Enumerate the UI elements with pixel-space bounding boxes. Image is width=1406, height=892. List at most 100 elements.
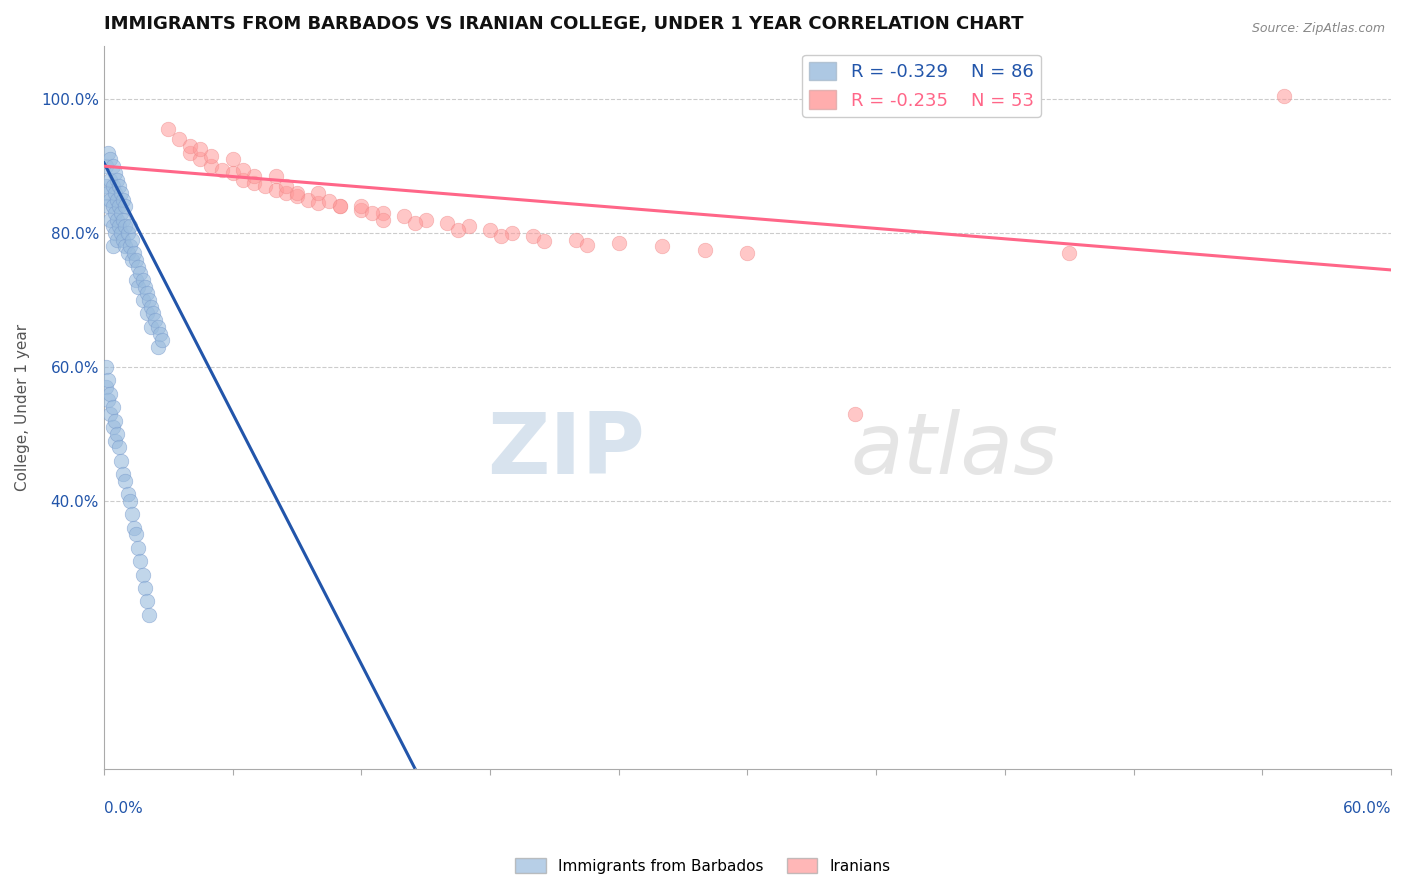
Point [114,239,136,253]
Point [415,212,437,227]
Point [243,169,266,184]
Point [297,193,319,207]
Point [121,252,143,267]
Point [145,313,167,327]
Point [101,179,124,194]
Point [436,216,458,230]
Point [104,166,127,180]
Point [693,243,716,257]
Point [97,373,120,387]
Point [737,246,759,260]
Point [844,407,866,421]
Point [285,189,308,203]
Point [190,153,212,167]
Point [129,554,152,568]
Point [118,219,141,234]
Point [104,434,127,448]
Point [117,487,139,501]
Text: 60.0%: 60.0% [1343,801,1391,816]
Point [121,233,143,247]
Point [134,279,156,293]
Point [447,223,470,237]
Point [131,567,153,582]
Point [489,229,512,244]
Point [1057,246,1080,260]
Point [105,172,128,186]
Point [135,594,157,608]
Point [114,219,136,234]
Point [131,293,153,307]
Point [101,400,124,414]
Point [501,226,523,240]
Point [350,199,373,213]
Point [253,179,276,194]
Point [318,194,340,208]
Point [118,239,141,253]
Text: IMMIGRANTS FROM BARBADOS VS IRANIAN COLLEGE, UNDER 1 YEAR CORRELATION CHART: IMMIGRANTS FROM BARBADOS VS IRANIAN COLL… [104,15,1024,33]
Point [141,319,163,334]
Point [651,239,673,253]
Point [101,420,124,434]
Point [122,521,145,535]
Point [127,279,149,293]
Point [138,607,160,622]
Point [607,236,630,251]
Point [308,196,330,211]
Point [125,527,148,541]
Point [110,186,132,200]
Point [112,212,135,227]
Point [104,186,127,200]
Point [112,193,135,207]
Point [94,380,117,394]
Point [97,393,120,408]
Point [94,179,117,194]
Point [371,212,394,227]
Point [361,206,384,220]
Point [104,206,127,220]
Point [101,159,124,173]
Point [100,407,122,421]
Text: atlas: atlas [851,409,1059,492]
Point [329,199,352,213]
Point [100,193,122,207]
Text: 0.0%: 0.0% [104,801,143,816]
Point [129,266,152,280]
Point [167,132,190,146]
Point [97,186,120,200]
Point [110,453,132,467]
Point [112,233,135,247]
Point [190,143,212,157]
Point [94,359,117,374]
Point [108,219,131,234]
Point [179,145,201,160]
Point [105,233,128,247]
Point [118,494,141,508]
Point [221,166,243,180]
Point [104,226,127,240]
Point [141,300,163,314]
Point [157,122,180,136]
Point [149,326,172,341]
Point [121,508,143,522]
Point [94,159,117,173]
Point [117,246,139,260]
Point [101,239,124,253]
Point [479,223,502,237]
Point [243,176,266,190]
Point [127,260,149,274]
Point [101,199,124,213]
Point [285,186,308,200]
Point [105,193,128,207]
Point [211,162,233,177]
Text: Source: ZipAtlas.com: Source: ZipAtlas.com [1251,22,1385,36]
Point [108,179,131,194]
Point [371,206,394,220]
Point [100,386,122,401]
Point [138,293,160,307]
Point [135,286,157,301]
Point [533,234,555,248]
Point [264,169,287,184]
Point [100,212,122,227]
Point [105,426,128,441]
Legend: R = -0.329    N = 86, R = -0.235    N = 53: R = -0.329 N = 86, R = -0.235 N = 53 [801,54,1040,117]
